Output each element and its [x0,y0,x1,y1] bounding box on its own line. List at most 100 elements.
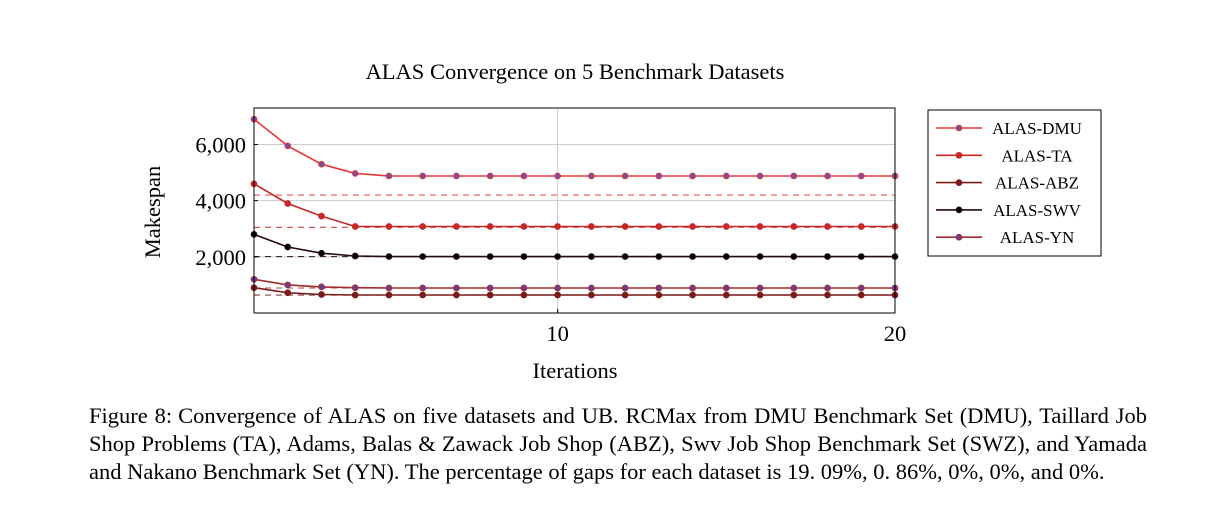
legend-item-alas-dmu: ALAS-DMU [936,119,1082,138]
legend-swatch-marker [955,233,963,241]
data-point [419,172,427,180]
data-point [284,243,292,251]
y-tick-label: 4,000 [195,189,246,214]
data-point [419,291,427,299]
series-layer [250,115,899,299]
data-point [588,223,595,230]
data-point [486,172,494,180]
data-point [588,284,595,292]
data-point [689,291,696,299]
data-point [655,172,663,180]
data-point [588,172,595,180]
data-point [419,284,427,292]
data-point [318,212,325,220]
data-point [351,291,359,299]
data-point [824,172,831,180]
data-point [689,253,696,260]
data-point [351,170,359,177]
series-line [253,233,895,258]
data-point [756,291,764,299]
y-tick-label: 6,000 [195,133,246,158]
data-point [486,284,494,292]
convergence-chart: ALAS Convergence on 5 Benchmark Datasets… [140,59,1102,383]
data-point [790,284,798,292]
data-point [351,252,359,260]
data-point [318,249,325,257]
data-point [621,284,629,292]
data-point [453,172,460,180]
data-point [520,223,528,230]
data-point [722,172,730,180]
data-point [453,291,460,299]
series-alas-ta [250,180,899,230]
series-alas-swv [250,231,899,260]
data-point [351,223,359,230]
data-point [621,172,629,180]
data-point [318,283,325,291]
data-point [554,291,561,299]
data-point [689,172,696,180]
data-point [385,172,393,180]
data-point [722,284,730,292]
y-tick-label: 2,000 [195,245,246,270]
legend-label: ALAS-DMU [992,119,1082,138]
series-line [253,278,895,289]
data-point [857,253,865,260]
data-point [756,223,764,230]
data-point [284,289,292,297]
data-point [756,172,764,180]
data-point [790,172,798,180]
data-point [824,223,831,230]
y-axis-label: Makespan [140,166,165,258]
data-point [824,284,831,292]
data-point [621,291,629,299]
series-line [253,118,895,177]
legend-item-alas-abz: ALAS-ABZ [936,174,1079,193]
series-line [253,183,895,228]
axis-ticks: 10 20 2,000 4,000 6,000 [195,133,906,346]
series-alas-yn [250,275,899,292]
data-point [554,172,561,180]
data-point [419,253,427,260]
x-tick-label: 10 [546,321,569,346]
data-point [722,253,730,260]
data-point [756,253,764,260]
data-point [655,291,663,299]
plot-frame [253,107,896,314]
data-point [857,291,865,299]
data-point [588,291,595,299]
data-point [520,291,528,299]
data-point [453,253,460,260]
data-point [756,284,764,292]
data-point [284,200,292,207]
data-point [857,172,865,180]
data-point [790,223,798,230]
data-point [857,223,865,230]
series-alas-abz [250,284,899,299]
x-axis-label: Iterations [533,358,618,383]
data-point [554,223,561,230]
data-point [621,253,629,260]
data-point [655,253,663,260]
data-point [486,291,494,299]
data-point [453,223,460,230]
figure-caption: Figure 8: Convergence of ALAS on five dat… [89,402,1147,486]
upper-bound-lines [254,194,895,296]
legend-swatch-marker [955,124,963,132]
data-point [385,284,393,292]
series-alas-dmu [250,115,899,180]
data-point [520,172,528,180]
legend-label: ALAS-TA [1001,146,1073,165]
data-point [689,284,696,292]
data-point [284,281,292,289]
data-point [689,223,696,230]
data-point [318,160,325,168]
data-point [453,284,460,292]
data-point [486,253,494,260]
series-line [253,286,895,296]
legend-item-alas-swv: ALAS-SWV [936,201,1082,220]
data-point [857,284,865,292]
data-point [419,223,427,230]
data-point [351,284,359,292]
data-point [554,253,561,260]
